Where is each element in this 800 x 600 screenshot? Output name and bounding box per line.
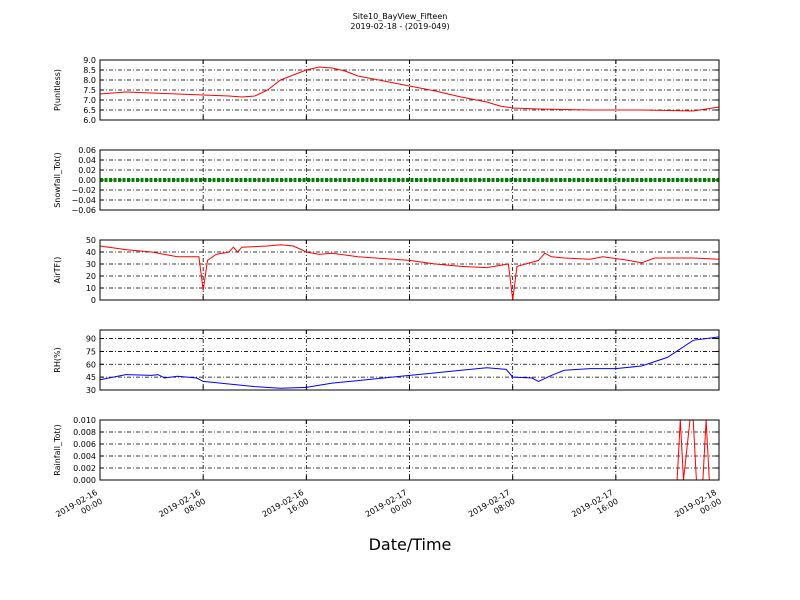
y-tick-label: 0.02	[78, 166, 96, 175]
y-tick-label: 30	[86, 260, 96, 269]
y-tick-label: 30	[86, 386, 96, 395]
y-tick-label: 0.06	[78, 146, 96, 155]
y-tick-label: 60	[86, 360, 96, 369]
y-tick-label: 0.002	[73, 464, 96, 473]
y-axis-label: AirTF()	[53, 257, 62, 284]
panel-2: −0.06−0.04−0.020.000.020.040.06 Snowfall_…	[53, 146, 720, 215]
y-axis-label: P(unitless)	[53, 69, 62, 111]
y-tick-label: 90	[86, 335, 96, 344]
panel-1: 6.06.57.07.58.08.59.0 P(unitless)	[53, 56, 720, 125]
chart-panels: 6.06.57.07.58.08.59.0P(unitless)−0.06−0.…	[53, 56, 720, 485]
y-tick-label: 0.004	[73, 452, 96, 461]
panel-3: 0 10 20 30 40 50 AirTF()	[53, 236, 720, 305]
x-tick-label: 2019-02-1700:00	[364, 488, 414, 528]
y-tick-label: 20	[86, 272, 96, 281]
y-tick-label: −0.04	[71, 196, 96, 205]
y-tick-label: 0.008	[73, 428, 96, 437]
panel-frame	[99, 329, 720, 391]
y-tick-label: 10	[86, 284, 96, 293]
chart-subtitle: 2019-02-18 - (2019-049)	[350, 22, 449, 31]
panel-frame	[99, 149, 720, 211]
x-tick-label: 2019-02-1716:00	[570, 488, 620, 528]
y-tick-label: 40	[86, 248, 96, 257]
y-tick-label: 6.5	[83, 106, 96, 115]
series-line	[99, 336, 720, 389]
x-tick-label: 2019-02-1608:00	[157, 488, 207, 528]
x-tick-label: 2019-02-1708:00	[467, 488, 517, 528]
y-axis-label: Snowfall_Tot()	[53, 152, 62, 208]
y-tick-label: 50	[86, 236, 96, 245]
y-tick-label: 75	[86, 347, 96, 356]
x-tick-label: 2019-02-1616:00	[261, 488, 311, 528]
y-tick-label: 9.0	[83, 56, 96, 65]
y-tick-label: 0.04	[78, 156, 96, 165]
y-tick-label: 0	[91, 296, 96, 305]
series-line	[99, 244, 720, 301]
x-tick-label: 2019-02-1800:00	[673, 488, 723, 528]
y-tick-label: 8.0	[83, 76, 96, 85]
panel-frame	[99, 59, 720, 121]
y-tick-label: 7.5	[83, 86, 96, 95]
x-tick-label: 2019-02-1600:00	[54, 488, 104, 528]
y-tick-label: 0.000	[73, 476, 96, 485]
y-tick-label: −0.02	[71, 186, 96, 195]
y-tick-label: 6.0	[83, 116, 96, 125]
y-axis-label: Rainfall_Tot()	[53, 424, 62, 476]
y-tick-label: 7.0	[83, 96, 96, 105]
y-tick-label: 45	[86, 373, 96, 382]
series-line	[99, 66, 720, 112]
y-tick-label: 0.010	[73, 416, 96, 425]
panel-5: 0.000 0.002 0.004 0.006 0.008 0.010 Rainfall_T…	[53, 416, 720, 485]
chart-title: Site10_BayView_Fifteen	[353, 12, 448, 21]
panel-4: 30 45 60 75 90 RH(%)	[53, 329, 720, 395]
y-tick-label: 0.006	[73, 440, 96, 449]
x-axis-label: Date/Time	[369, 535, 452, 554]
y-tick-label: 8.5	[83, 66, 96, 75]
y-tick-label: 0.00	[78, 176, 96, 185]
panel-frame	[99, 239, 720, 301]
y-tick-label: −0.06	[71, 206, 96, 215]
x-tick-labels: 2019-02-1600:00 2019-02-1608:00 2019-02-16…	[54, 488, 723, 528]
panel-frame	[99, 419, 720, 481]
y-axis-label: RH(%)	[53, 347, 62, 372]
